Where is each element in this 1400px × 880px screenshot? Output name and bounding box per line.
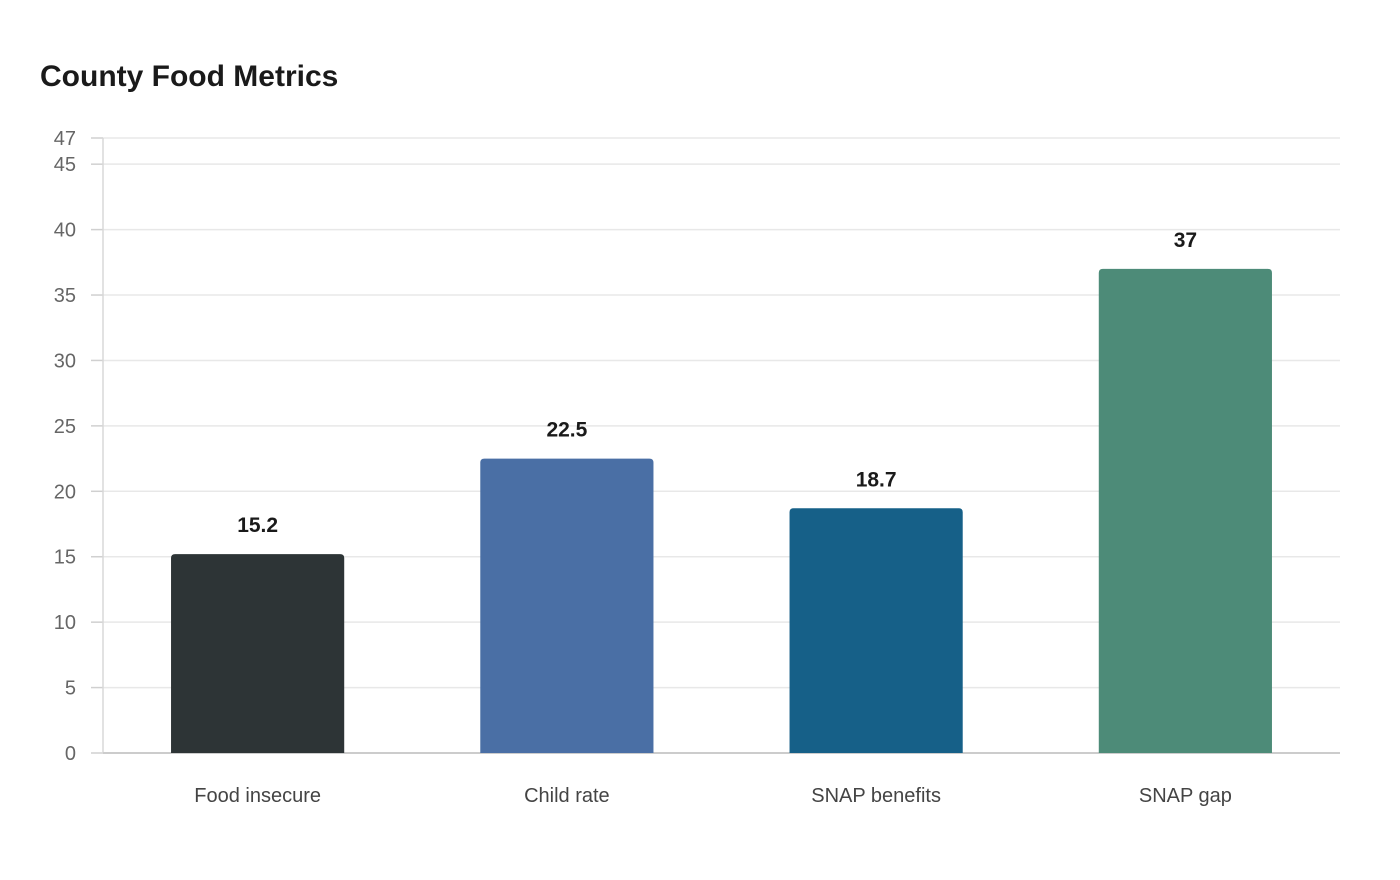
category-labels: Food insecure Child rate SNAP benefits SNAP… [194,785,1232,807]
chart-title: County Food Metrics [40,60,339,93]
bar [171,554,345,753]
x-tick-label: Food insecure [194,785,321,807]
y-tick-label: 40 [54,220,76,242]
y-tick-label: 10 [54,612,76,634]
data-label: 37 [1174,229,1197,252]
y-tick-label: 45 [54,154,76,176]
y-tick-label: 25 [54,416,76,438]
data-label: 18.7 [856,468,897,491]
y-tick-label: 20 [54,481,76,503]
data-label: 22.5 [546,419,587,442]
bar [480,458,654,753]
y-tick-label: 30 [54,350,76,372]
y-tick-label: 15 [54,547,76,569]
bar [789,508,963,753]
value-labels: 15.2 22.5 18.7 37 [237,229,1197,537]
y-tick-labels: 0 5 10 15 20 25 30 35 40 45 47 [54,128,76,765]
data-label: 15.2 [237,514,278,537]
x-tick-label: SNAP gap [1139,785,1232,807]
bars [171,268,1272,753]
x-tick-label: SNAP benefits [811,785,941,807]
y-tick-label: 5 [65,678,76,700]
bar [1098,268,1272,753]
y-tick-label: 0 [65,743,76,765]
y-tick-label: 47 [54,128,76,150]
y-tick-label: 35 [54,285,76,307]
x-tick-label: Child rate [524,785,610,807]
